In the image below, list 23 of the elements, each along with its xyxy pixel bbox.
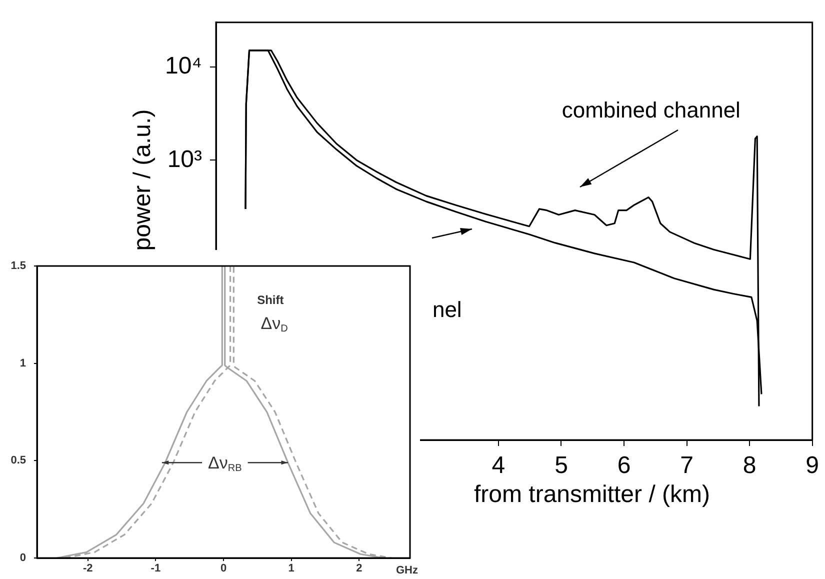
x-tick-label: 6	[617, 452, 631, 480]
annotation: nel	[432, 296, 462, 322]
x-tick-label: 9	[806, 452, 820, 480]
y-tick-label: 10³	[167, 146, 202, 173]
x-tick-label: -2	[82, 562, 93, 575]
x-tick-label: 0	[220, 562, 227, 575]
x-tick-label: 5	[554, 452, 568, 480]
x-tick-label: 2	[356, 562, 362, 575]
y-tick-label: 1.5	[10, 260, 26, 272]
x-tick-label: -1	[150, 562, 161, 575]
annotation: combined channel	[562, 98, 740, 123]
annotation: Shift	[257, 292, 284, 307]
y-axis-title: power / (a.u.)	[129, 109, 156, 251]
y-tick-label: 0	[20, 552, 26, 564]
y-tick-label: 1	[20, 357, 26, 370]
x-tick-label: 7	[680, 452, 694, 480]
x-tick-label: 4	[492, 452, 506, 480]
x-axis-title: GHz	[396, 564, 418, 577]
y-tick-label: 0.5	[10, 454, 26, 467]
x-tick-label: 8	[742, 452, 756, 480]
x-tick-label: 1	[288, 562, 294, 575]
y-tick-label: 10⁴	[164, 52, 202, 80]
x-axis-title: from transmitter / (km)	[474, 481, 710, 508]
